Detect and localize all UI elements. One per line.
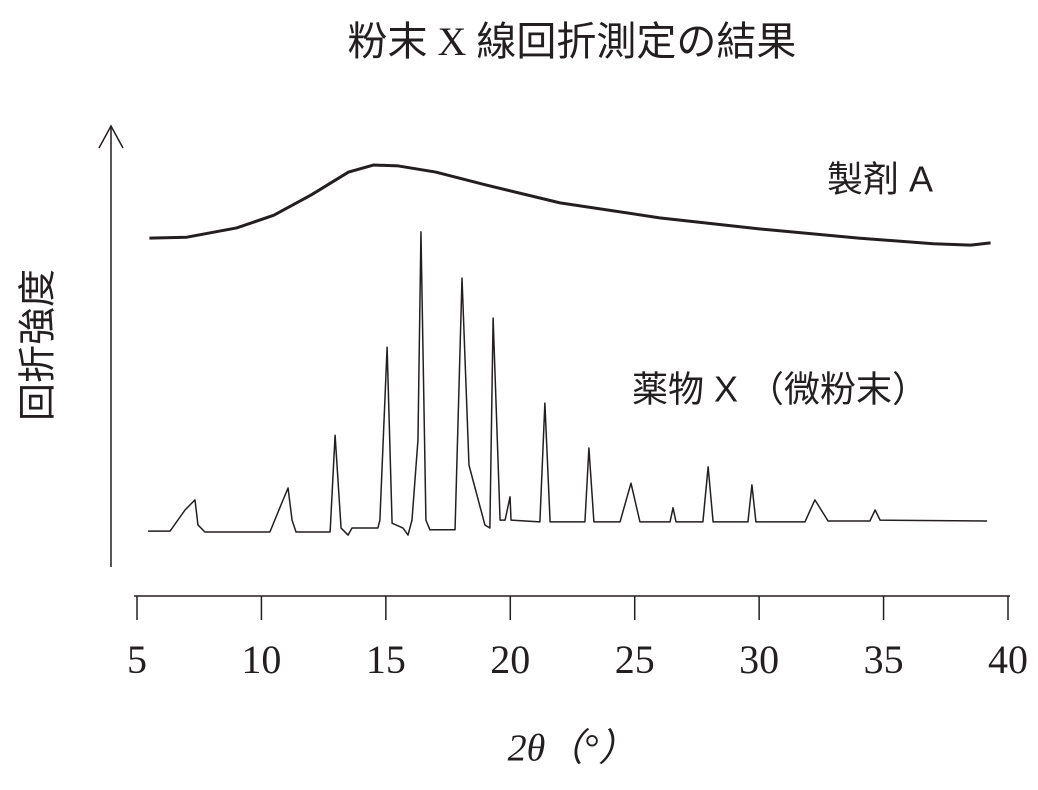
x-tick-label: 10 (241, 637, 281, 682)
x-tick-label: 20 (490, 637, 530, 682)
x-tick-label: 25 (615, 637, 655, 682)
series-label: 薬物 X （微粉末） (632, 369, 928, 410)
x-tick-label: 30 (739, 637, 779, 682)
x-axis-label: 2θ（°） (508, 728, 637, 770)
series-line (149, 163, 991, 247)
x-tick-label: 15 (366, 637, 406, 682)
series-label: 製剤 A (827, 159, 933, 200)
chart-title: 粉末 X 線回折測定の結果 (348, 19, 797, 64)
y-axis-label: 回折強度 (18, 269, 60, 421)
series-line (147, 231, 988, 536)
x-tick-label: 35 (864, 637, 904, 682)
x-tick-label: 40 (988, 637, 1028, 682)
y-axis-arrow (98, 124, 124, 149)
x-tick-label: 5 (127, 637, 147, 682)
